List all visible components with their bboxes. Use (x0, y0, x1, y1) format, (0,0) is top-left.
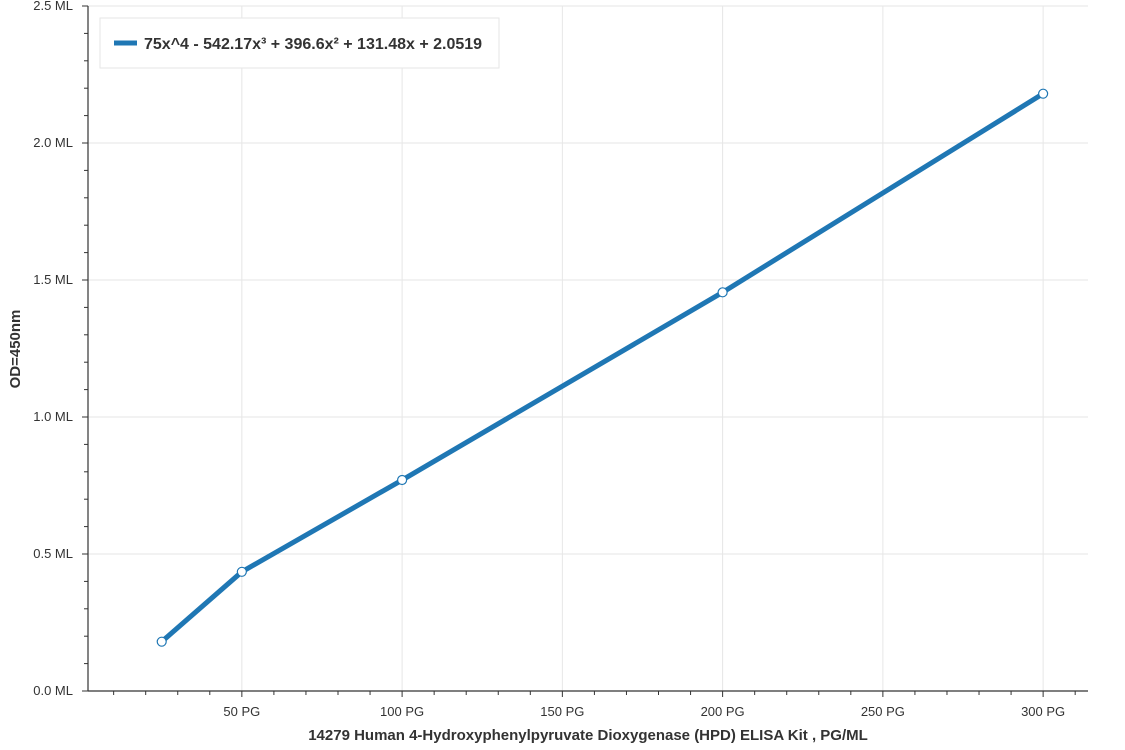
x-tick-label: 200 PG (701, 704, 745, 719)
legend-label: 75x^4 - 542.17x³ + 396.6x² + 131.48x + 2… (144, 36, 482, 53)
series-layer (156, 88, 1049, 647)
series-line (159, 91, 1046, 645)
x-tick-label: 100 PG (380, 704, 424, 719)
data-point (156, 636, 167, 647)
data-point (236, 566, 247, 577)
axes: 50 PG 100 PG 150 PG 200 PG 250 PG 300 PG 0.0 M… (33, 0, 1088, 719)
y-tick-label: 0.5 ML (33, 546, 73, 561)
grid (88, 5, 1088, 692)
y-tick-label: 2.5 ML (33, 0, 73, 13)
x-tick-label: 150 PG (540, 704, 584, 719)
x-tick-label: 300 PG (1021, 704, 1065, 719)
legend-box (99, 17, 500, 69)
x-axis-title: 14279 Human 4-Hydroxyphenylpyruvate Diox… (308, 727, 868, 744)
y-tick-label: 0.0 ML (33, 683, 73, 698)
y-tick-label: 2.0 ML (33, 135, 73, 150)
y-tick-label: 1.0 ML (33, 409, 73, 424)
x-tick-label: 250 PG (861, 704, 905, 719)
data-point (397, 474, 408, 486)
x-tick-label: 50 PG (223, 704, 260, 719)
legend: 75x^4 - 542.17x³ + 396.6x² + 131.48x + 2… (99, 17, 500, 69)
data-point (717, 287, 728, 298)
data-point (1038, 88, 1049, 99)
y-axis-title: OD=450nm (7, 310, 24, 389)
y-tick-label: 1.5 ML (33, 272, 73, 287)
